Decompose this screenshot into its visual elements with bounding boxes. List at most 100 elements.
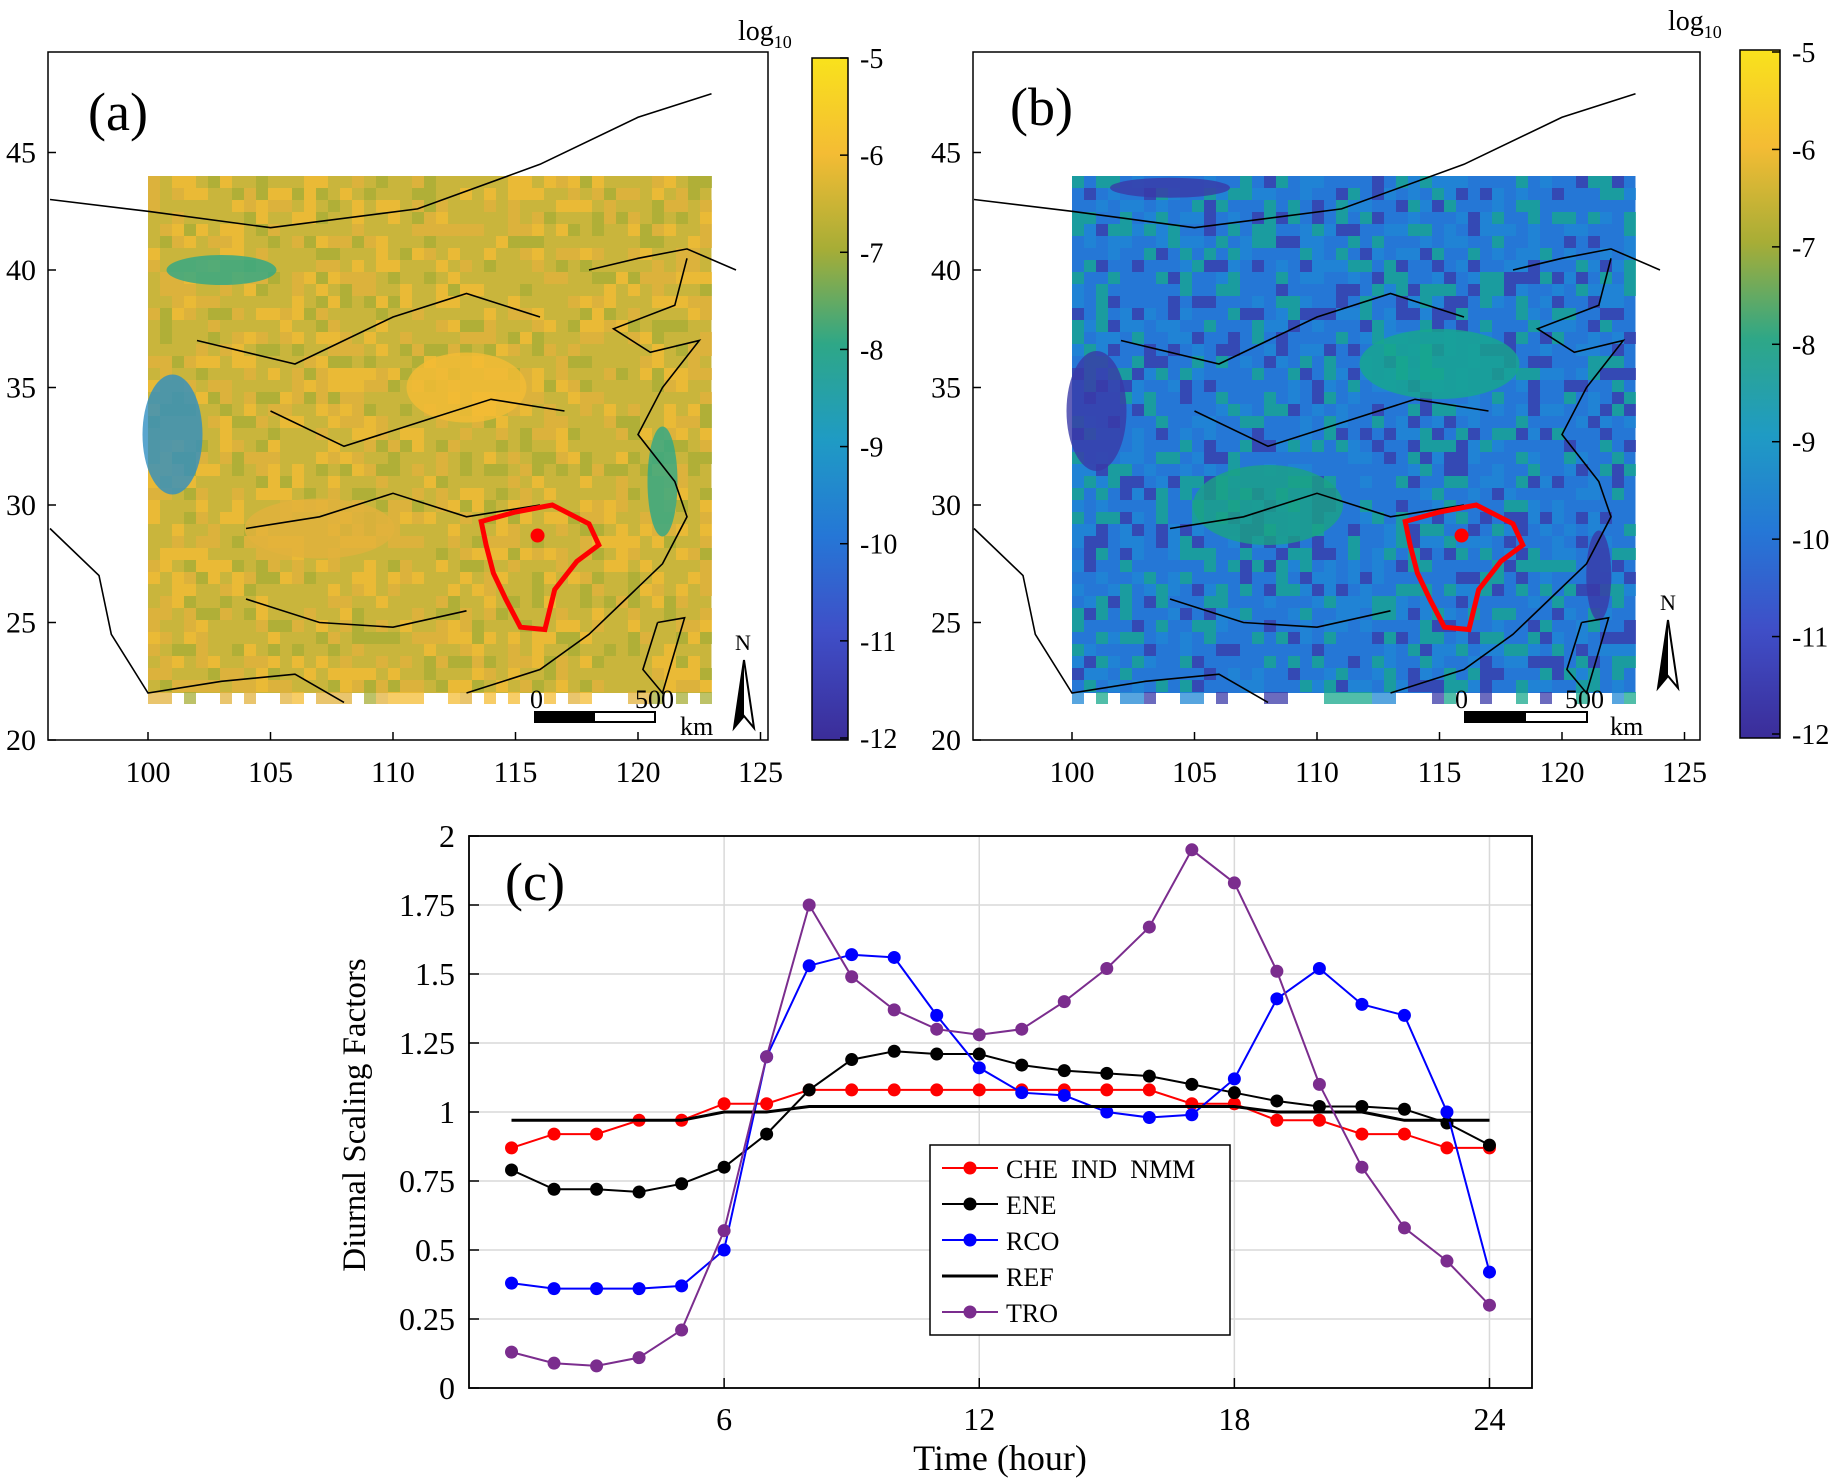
series-point-che-ind-nmm xyxy=(717,1097,731,1111)
map-field-patch xyxy=(647,426,678,537)
colorbar-tick-label: -12 xyxy=(860,724,897,755)
chart-panel-label: (c) xyxy=(505,852,565,912)
series-point-tro xyxy=(1355,1160,1369,1174)
series-point-rco xyxy=(590,1282,604,1296)
series-point-ene xyxy=(1312,1099,1326,1113)
series-point-rco xyxy=(1270,992,1284,1006)
chart-y-tick-label: 0.75 xyxy=(399,1163,455,1199)
map-y-tick-label: 30 xyxy=(6,489,36,522)
legend-label-tro: TRO xyxy=(1006,1299,1058,1328)
series-point-rco xyxy=(1185,1108,1199,1122)
series-point-tro xyxy=(1142,920,1156,934)
colorbar-tick-label: -9 xyxy=(1792,428,1815,459)
series-point-ene xyxy=(760,1127,774,1141)
series-point-tro xyxy=(632,1351,646,1365)
series-point-che-ind-nmm xyxy=(1440,1141,1454,1155)
map-a-scalebar-start: 0 xyxy=(530,685,543,714)
chart-x-tick-label: 24 xyxy=(1473,1401,1505,1437)
map-x-tick-label: 100 xyxy=(1050,756,1095,789)
series-point-che-ind-nmm xyxy=(930,1083,944,1097)
series-point-ene xyxy=(930,1047,944,1061)
map-y-tick-label: 20 xyxy=(6,724,36,757)
series-point-che-ind-nmm xyxy=(972,1083,986,1097)
series-point-tro xyxy=(1227,876,1241,890)
series-point-che-ind-nmm xyxy=(1270,1113,1284,1127)
map-island-outline xyxy=(642,616,686,695)
series-line-rco xyxy=(511,953,1491,1290)
map-panel-a: (a) 100 105 110 115 120 125 45 40 35 30 25 20 0 50… xyxy=(6,16,897,789)
series-point-rco xyxy=(547,1282,561,1296)
map-border-line xyxy=(49,527,345,704)
map-x-tick-label: 115 xyxy=(1418,756,1462,789)
map-a-scalebar-unit: km xyxy=(680,712,713,741)
map-panel-b: (b) 100 105 110 115 120 125 45 40 35 30 25 20 0 50… xyxy=(931,6,1829,789)
series-point-tro xyxy=(802,898,816,912)
map-b-panel-label: (b) xyxy=(1010,77,1073,137)
map-a-x-ticks: 100 105 110 115 120 125 xyxy=(126,732,783,789)
series-point-che-ind-nmm xyxy=(1355,1127,1369,1141)
map-border-line xyxy=(245,492,541,530)
series-point-rco xyxy=(887,950,901,964)
series-point-che-ind-nmm xyxy=(760,1097,774,1111)
legend-label-ref: REF xyxy=(1006,1263,1054,1292)
map-x-tick-label: 105 xyxy=(1172,756,1217,789)
colorbar-tick-label: -10 xyxy=(1792,525,1829,556)
series-point-ene xyxy=(717,1160,731,1174)
legend-label-rco: RCO xyxy=(1006,1227,1059,1256)
map-a-region-outline xyxy=(478,502,602,633)
map-b-scalebar-start: 0 xyxy=(1455,685,1468,714)
map-b-borders xyxy=(973,93,1661,704)
chart-y-tick-label: 1.75 xyxy=(399,887,455,923)
series-point-tro xyxy=(845,970,859,984)
map-border-line xyxy=(973,93,1636,229)
series-point-rco xyxy=(930,1008,944,1022)
series-point-tro xyxy=(1482,1298,1496,1312)
chart-y-ticks: 0 0.25 0.5 0.75 1 1.25 1.5 1.75 2 xyxy=(399,818,479,1406)
series-point-che-ind-nmm xyxy=(1397,1127,1411,1141)
chart-x-axis-label: Time (hour) xyxy=(913,1438,1087,1478)
map-b-region-outline xyxy=(1402,502,1526,633)
series-point-ene xyxy=(1015,1058,1029,1072)
colorbar-tick-label: -8 xyxy=(1792,330,1815,361)
map-border-line xyxy=(973,527,1269,704)
series-point-tro xyxy=(1057,995,1071,1009)
series-point-tro xyxy=(1312,1077,1326,1091)
series-point-ene xyxy=(505,1163,519,1177)
series-point-tro xyxy=(1100,961,1114,975)
map-a-frame xyxy=(47,51,769,741)
map-y-tick-label: 40 xyxy=(6,254,36,287)
series-point-ene xyxy=(972,1047,986,1061)
colorbar-tick-label: -9 xyxy=(860,433,883,464)
legend-marker-rco xyxy=(963,1233,977,1247)
series-point-ene xyxy=(1057,1064,1071,1078)
colorbar-tick-label: -6 xyxy=(860,141,883,172)
map-y-tick-label: 20 xyxy=(931,724,961,757)
series-point-tro xyxy=(505,1345,519,1359)
map-y-tick-label: 45 xyxy=(931,137,961,170)
map-x-tick-label: 120 xyxy=(1540,756,1585,789)
map-x-tick-label: 100 xyxy=(126,756,171,789)
map-border-line xyxy=(270,398,565,448)
legend-marker-tro xyxy=(963,1305,977,1319)
series-point-che-ind-nmm xyxy=(547,1127,561,1141)
series-point-rco xyxy=(802,959,816,973)
series-point-tro xyxy=(590,1359,604,1373)
series-point-ene xyxy=(1142,1069,1156,1083)
map-a-north-arrow-icon: N xyxy=(732,630,756,732)
colorbar-tick-label: -7 xyxy=(1792,233,1815,264)
map-border-line xyxy=(1512,248,1661,271)
map-b-colorbar: log10 -5 -6 -7 -8 -9 -10 -11 -12 xyxy=(1668,6,1829,751)
map-field-patch xyxy=(1193,465,1343,545)
svg-text:N: N xyxy=(735,630,751,655)
series-point-tro xyxy=(972,1028,986,1042)
colorbar-tick-label: -6 xyxy=(1792,135,1815,166)
series-point-tro xyxy=(760,1050,774,1064)
series-point-rco xyxy=(1100,1105,1114,1119)
chart-y-tick-label: 2 xyxy=(439,818,455,854)
series-point-ene xyxy=(1270,1094,1284,1108)
chart-y-tick-label: 0.5 xyxy=(415,1232,455,1268)
map-a-panel-label: (a) xyxy=(88,82,148,142)
map-a-scalebar: 0 500 km xyxy=(530,685,713,741)
map-border-line xyxy=(1390,258,1626,694)
series-point-tro xyxy=(717,1224,731,1238)
